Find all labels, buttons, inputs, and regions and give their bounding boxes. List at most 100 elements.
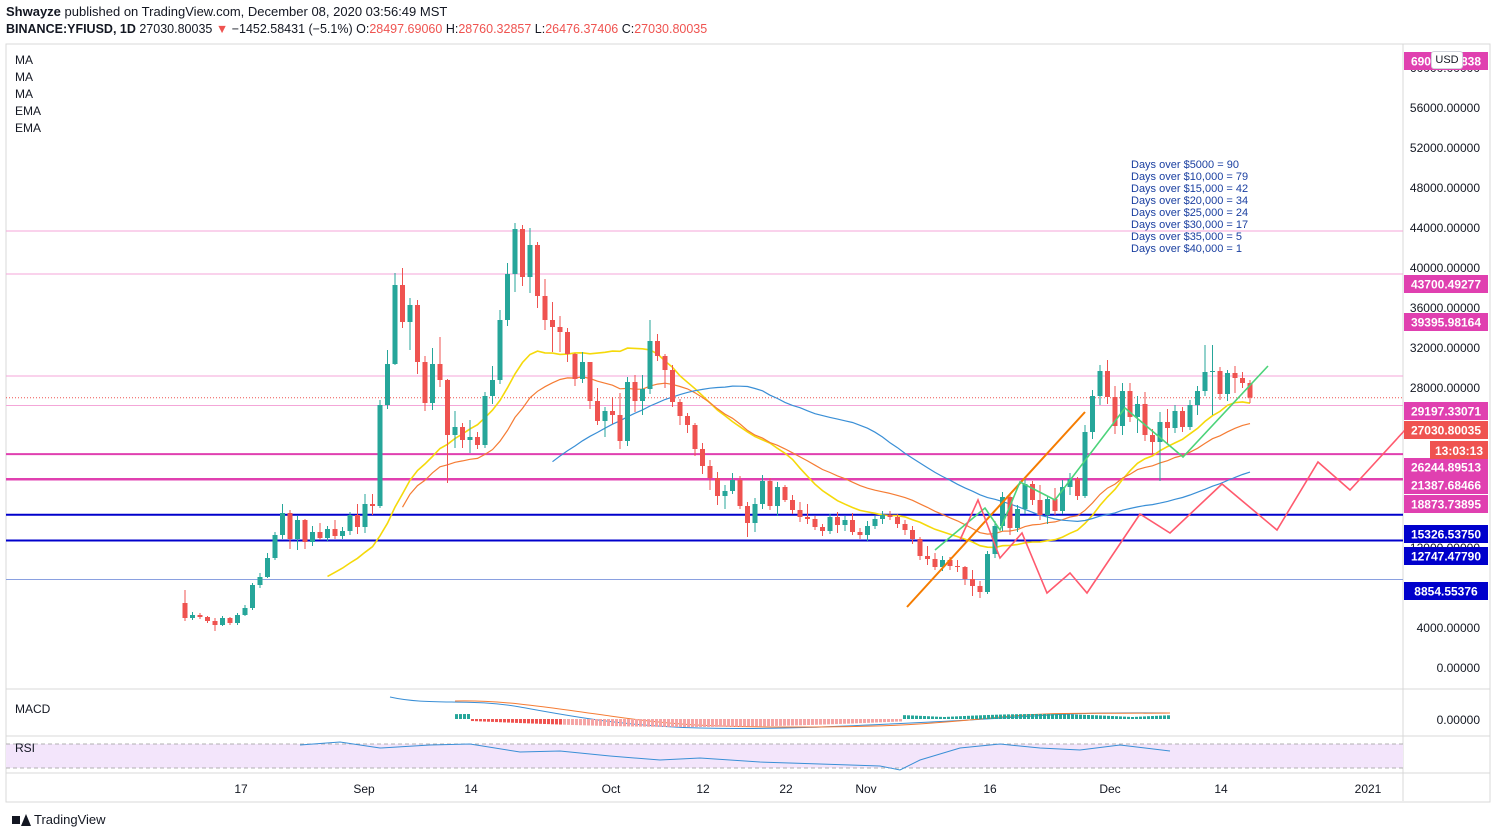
- candle-body: [445, 380, 450, 435]
- candle-body: [610, 411, 615, 415]
- macd-tick-label: 0.00000: [1437, 713, 1481, 727]
- candle-body: [1045, 499, 1050, 515]
- macd-histogram-bar: [895, 719, 898, 722]
- macd-histogram-bar: [855, 719, 858, 724]
- annotation-line: Days over $20,000 = 34: [1131, 195, 1248, 207]
- macd-histogram-bar: [843, 719, 846, 724]
- candle-body: [992, 526, 998, 554]
- macd-histogram-bar: [831, 719, 834, 725]
- candle-body: [737, 480, 743, 506]
- candle-body: [535, 245, 540, 296]
- candle-body: [902, 524, 908, 530]
- candle-body: [1247, 383, 1253, 398]
- candle-body: [1165, 422, 1170, 428]
- price-label-box: [1404, 421, 1488, 439]
- macd-histogram-bar: [1115, 716, 1118, 719]
- macd-histogram-bar: [991, 714, 994, 719]
- macd-histogram-bar: [603, 719, 606, 726]
- macd-histogram-bar: [575, 719, 578, 726]
- candle-body: [572, 354, 578, 379]
- macd-histogram-bar: [1035, 714, 1038, 719]
- macd-histogram-bar: [579, 719, 582, 726]
- macd-histogram-bar: [1135, 716, 1138, 719]
- macd-histogram-bar: [1159, 715, 1162, 719]
- candle-body: [190, 615, 195, 618]
- candle-body: [595, 401, 600, 421]
- candle-body: [362, 504, 368, 527]
- price-label-box: [1404, 313, 1488, 331]
- macd-histogram-bar: [655, 719, 658, 727]
- macd-histogram-bar: [475, 719, 478, 722]
- price-axis[interactable]: 0.000004000.000008000.0000012000.0000016…: [1410, 61, 1480, 727]
- macd-histogram-bar: [627, 719, 630, 727]
- macd-histogram-bar: [711, 719, 714, 727]
- macd-histogram-bar: [1015, 714, 1018, 719]
- price-tick-label: 48000.00000: [1410, 181, 1480, 195]
- macd-histogram-bar: [1167, 715, 1170, 719]
- macd-histogram-bar: [1079, 714, 1082, 719]
- candle-body: [340, 531, 345, 536]
- low-label: L:: [534, 22, 546, 36]
- close-value: 27030.80035: [634, 22, 708, 36]
- candle-body: [842, 520, 848, 525]
- macd-histogram-bar: [695, 719, 698, 727]
- price-label-text: 8854.55376: [1414, 585, 1478, 599]
- macd-histogram-bar: [647, 719, 650, 727]
- symbol-name[interactable]: BINANCE:YFIUSD, 1D: [6, 22, 136, 36]
- symbol-legend: BINANCE:YFIUSD, 1D 27030.80035 ▼ −1452.5…: [6, 22, 707, 36]
- high-value: 28760.32857: [458, 22, 532, 36]
- macd-histogram-bar: [959, 716, 962, 719]
- price-label-box: [1404, 525, 1488, 543]
- moving-averages: [327, 347, 1251, 578]
- macd-histogram-bar: [743, 719, 746, 727]
- candle-body: [1052, 499, 1058, 511]
- footer-brand[interactable]: TradingView: [12, 812, 106, 827]
- macd-histogram-bar: [479, 719, 482, 722]
- macd-histogram-bar: [947, 716, 950, 719]
- trend-drawings: [906, 365, 1406, 608]
- candle-body: [235, 615, 240, 623]
- macd-histogram-bar: [607, 719, 610, 726]
- candle-body: [257, 577, 263, 585]
- candle-body: [812, 519, 818, 527]
- price-label-box: [1404, 402, 1488, 420]
- macd-histogram-bar: [755, 719, 758, 727]
- candle-body: [1127, 391, 1133, 417]
- macd-histogram-bar: [1067, 714, 1070, 719]
- candle-body: [1157, 422, 1163, 442]
- currency-button[interactable]: USD: [1431, 51, 1463, 69]
- candle-body: [685, 416, 690, 425]
- macd-histogram-bar: [483, 719, 486, 722]
- candle-body: [880, 515, 885, 519]
- macd-histogram-bar: [759, 719, 762, 727]
- macd-histogram-bar: [1155, 715, 1158, 719]
- macd-histogram-bar: [1083, 714, 1086, 719]
- candle-body: [857, 532, 863, 535]
- price-label-box: [1404, 275, 1488, 293]
- macd-histogram-bar: [943, 716, 946, 719]
- macd-histogram-bar: [1163, 715, 1166, 719]
- candle-body: [1210, 371, 1215, 372]
- price-tick-label: 44000.00000: [1410, 221, 1480, 235]
- macd-histogram-bar: [879, 719, 882, 723]
- candle-body: [910, 530, 915, 539]
- macd-histogram-bar: [975, 715, 978, 719]
- candle-body: [527, 245, 533, 277]
- time-axis[interactable]: 17 Sep 14 Oct 12 22 Nov 16 Dec 14 2021: [234, 782, 1381, 796]
- candle-body: [775, 487, 780, 506]
- publisher-name[interactable]: Shwayze: [6, 4, 61, 19]
- indicator-label: EMA: [15, 104, 41, 118]
- macd-histogram-bar: [775, 719, 778, 726]
- candle-body: [1067, 479, 1073, 487]
- candle-body: [925, 556, 930, 559]
- time-tick-label: Sep: [353, 782, 375, 796]
- price-tick-label: 40000.00000: [1410, 261, 1480, 275]
- macd-histogram-bar: [851, 719, 854, 724]
- macd-histogram-bar: [715, 719, 718, 727]
- candle-body: [580, 362, 585, 379]
- time-tick-label: 17: [234, 782, 248, 796]
- candle-body: [205, 617, 210, 621]
- candle-body: [730, 480, 735, 491]
- candle-body: [1000, 497, 1005, 526]
